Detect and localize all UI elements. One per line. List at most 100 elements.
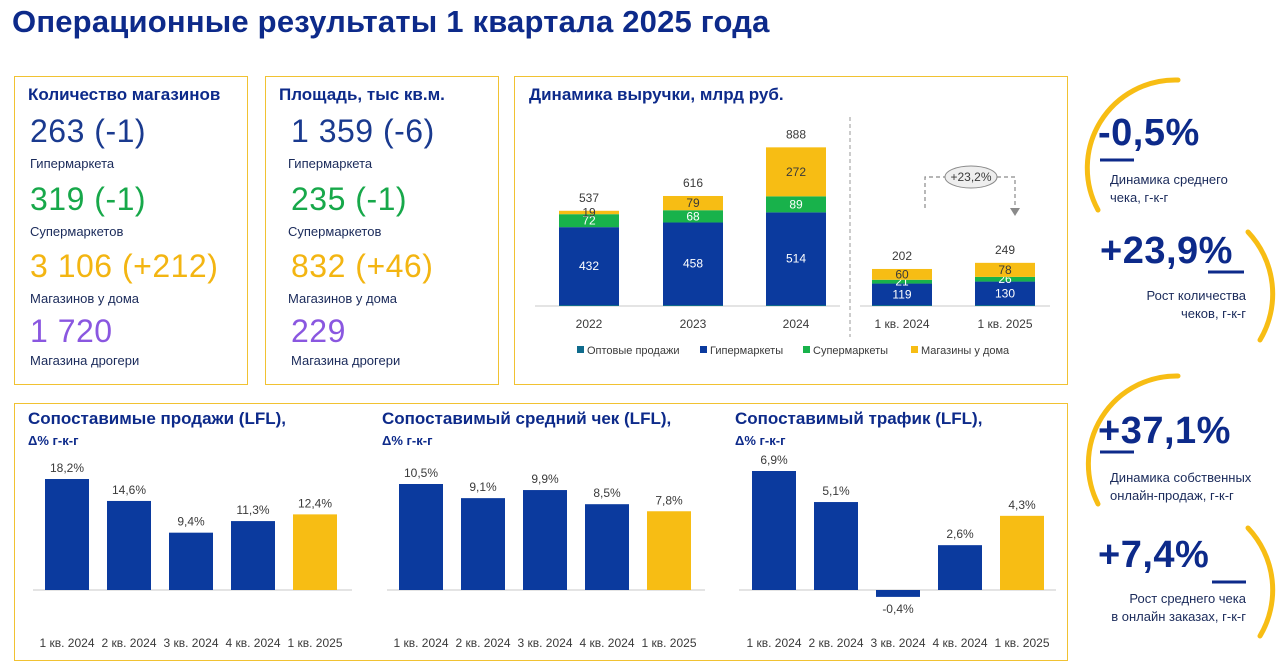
drogerie-area: 229 [291,313,346,349]
kpi-online-check-label: Рост среднего чека в онлайн заказах, г-к-… [1111,591,1246,624]
revenue-panel: Динамика выручки, млрд руб. 432 72 19 537 20… [514,76,1068,385]
lfl-bar-1-2 [523,490,567,590]
stores-title: Количество магазинов [28,85,221,104]
hypermarket-count: 263 (-1) [30,113,147,149]
revenue-title: Динамика выручки, млрд руб. [529,85,784,104]
lfl-value-label: 9,9% [531,472,559,486]
lfl-bar-1-0 [399,484,443,590]
rev-bar-0-1 [663,305,723,306]
rev-bar-label: 89 [789,197,803,211]
rev-bar-1-3 [872,283,932,305]
kpi-online-sales-value: +37,1% [1098,410,1231,452]
lfl-x-tick: 3 кв. 2024 [164,636,219,650]
lfl-value-label: 12,4% [298,496,332,510]
lfl-bar-1-1 [461,498,505,590]
lfl-x-tick: 1 кв. 2024 [747,636,802,650]
rev-growth-label: +23,2% [950,170,991,184]
rev-x-tick: 2023 [680,317,707,331]
rev-growth-arrow [1010,208,1020,216]
rev-legend-swatch [700,346,707,353]
rev-bar-label: 68 [686,209,700,223]
kpi-avg-check-value: -0,5% [1098,112,1200,154]
hypermarket-area-label: Гипермаркета [288,156,373,171]
rev-legend-label: Гипермаркеты [710,345,783,357]
supermarket-count: 319 (-1) [30,181,147,217]
rev-bar-2-3 [872,279,932,284]
rev-growth-line-right [997,176,1016,213]
page-title: Операционные результаты 1 квартала 2025 … [12,4,770,39]
lfl-value-label: 4,3% [1008,498,1036,512]
rev-bar-3-1 [663,195,723,211]
lfl-x-tick: 4 кв. 2024 [933,636,988,650]
kpi-arc-bottom [1245,525,1276,639]
stores-panel: Количество магазинов 263 (-1) Гипермарке… [14,76,248,385]
rev-bar-label: 79 [686,196,700,210]
lfl-value-label: 10,5% [404,466,438,480]
rev-bar-label: 72 [582,214,596,228]
rev-bar-3-0 [559,210,619,215]
lfl-x-tick: 3 кв. 2024 [518,636,573,650]
lfl-value-label: 9,1% [469,480,497,494]
lfl-x-tick: 2 кв. 2024 [809,636,864,650]
rev-legend-label: Оптовые продажи [587,345,679,357]
hypermarket-count-label: Гипермаркета [30,156,115,171]
supermarket-count-label: Супермаркетов [30,224,124,239]
lfl-check-subtitle: Δ% г-к-г [382,433,433,448]
rev-bar-2-1 [663,210,723,223]
rev-bar-label: 130 [995,286,1015,300]
kpi-online-sales-label: Динамика собственных онлайн-продаж, г-к-г [1110,470,1252,503]
rev-bar-0-3 [872,305,932,306]
rev-total-label: 202 [892,249,912,263]
rev-bar-label: 78 [998,263,1012,277]
kpi-decorations [1084,77,1276,639]
home-store-count: 3 106 (+212) [30,248,219,284]
rev-bar-label: 458 [683,257,703,271]
lfl-x-tick: 1 кв. 2024 [40,636,95,650]
kpi-online-check-value: +7,4% [1098,534,1210,576]
rev-bar-3-3 [872,268,932,280]
rev-legend-swatch [803,346,810,353]
rev-legend-label: Магазины у дома [921,345,1010,357]
lfl-bar-2-3 [938,545,982,590]
lfl-traffic-title: Сопоставимый трафик (LFL), [735,409,983,428]
rev-bar-3-4 [975,262,1035,277]
rev-x-tick: 1 кв. 2025 [978,317,1033,331]
supermarket-area-label: Супермаркетов [288,224,382,239]
lfl-x-tick: 4 кв. 2024 [226,636,281,650]
rev-bar-2-4 [975,276,1035,282]
lfl-bar-2-4 [1000,515,1044,590]
rev-bar-2-0 [559,214,619,228]
rev-bar-label: 119 [892,287,911,301]
rev-bar-label: 19 [582,205,596,219]
lfl-panel: Сопоставимые продажи (LFL), Δ% г-к-г Соп… [14,403,1068,661]
lfl-value-label: 11,3% [236,503,269,517]
lfl-sales-title: Сопоставимые продажи (LFL), [28,409,286,428]
lfl-value-label: -0,4% [882,602,914,616]
lfl-value-label: 18,2% [50,461,84,475]
lfl-bar-2-2 [876,590,920,597]
rev-bar-label: 432 [579,259,599,273]
lfl-value-label: 9,4% [177,515,205,529]
home-store-area-label: Магазинов у дома [288,291,397,306]
lfl-x-tick: 4 кв. 2024 [580,636,635,650]
rev-legend-swatch [911,346,918,353]
hypermarket-area: 1 359 (-6) [291,113,435,149]
lfl-bar-0-0 [45,479,89,590]
lfl-bar-1-4 [647,511,691,590]
rev-bar-0-2 [766,305,826,306]
rev-total-label: 616 [683,176,703,190]
rev-bar-0-4 [975,305,1035,306]
rev-total-label: 249 [995,243,1015,257]
lfl-charts: 18,2% 1 кв. 2024 14,6% 2 кв. 2024 9,4% 3 кв. … [33,453,1056,650]
rev-bar-1-1 [663,222,723,305]
kpi-checks-value: +23,9% [1100,230,1233,272]
home-store-count-label: Магазинов у дома [30,291,139,306]
lfl-bar-0-3 [231,521,275,590]
lfl-bar-0-1 [107,500,151,590]
rev-total-label: 888 [786,127,806,141]
lfl-value-label: 7,8% [655,493,683,507]
lfl-x-tick: 1 кв. 2025 [995,636,1050,650]
kpi-arc-mid [1245,229,1276,343]
lfl-value-label: 8,5% [593,486,621,500]
